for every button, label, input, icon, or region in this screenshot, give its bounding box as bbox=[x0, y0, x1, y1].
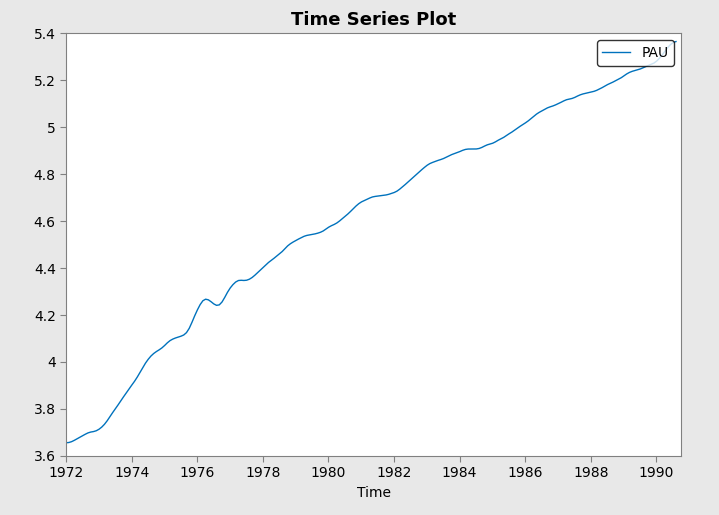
PAU bbox=[655, 55, 664, 61]
Line: PAU: PAU bbox=[66, 42, 676, 443]
PAU bbox=[388, 191, 396, 197]
PAU bbox=[62, 440, 70, 446]
Legend: PAU: PAU bbox=[597, 40, 674, 65]
X-axis label: Time: Time bbox=[357, 486, 390, 500]
PAU bbox=[109, 409, 117, 416]
PAU bbox=[439, 156, 448, 162]
Title: Time Series Plot: Time Series Plot bbox=[291, 11, 456, 29]
PAU bbox=[196, 301, 204, 307]
PAU bbox=[116, 398, 125, 404]
PAU bbox=[672, 39, 680, 45]
